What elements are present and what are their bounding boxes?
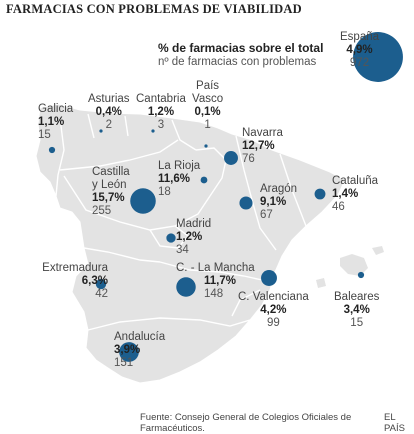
label-cataluna: Cataluña 1,4% 46 bbox=[332, 175, 379, 213]
label-cantabria: Cantabria 1,2% 3 bbox=[136, 93, 186, 131]
brand-credit: EL PAÍS bbox=[384, 412, 405, 434]
bubble-pais-vasco bbox=[204, 144, 208, 148]
map-title: FARMACIAS CON PROBLEMAS DE VIABILIDAD bbox=[6, 2, 302, 16]
label-espana: España 4,9% 972 bbox=[340, 31, 380, 69]
bubble-layer bbox=[48, 32, 403, 362]
label-castilla-leon: Castilla y León 15,7% 255 bbox=[92, 166, 130, 217]
bubble-asturias bbox=[99, 129, 103, 133]
bubble-la-rioja bbox=[200, 176, 208, 184]
label-andalucia: Andalucía 3,9% 151 bbox=[114, 331, 166, 369]
label-extremadura: Extremadura 6,3% 42 bbox=[42, 262, 108, 300]
bubble-espana bbox=[353, 32, 403, 82]
legend-title: % de farmacias sobre el total bbox=[158, 41, 324, 55]
bubble-castilla-leon bbox=[130, 188, 156, 214]
label-galicia: Galicia 1,1% 15 bbox=[38, 103, 74, 141]
label-pais-vasco: País Vasco 0,1% 1 bbox=[192, 80, 224, 131]
label-baleares: Baleares 3,4% 15 bbox=[334, 291, 380, 329]
menorca-shape bbox=[372, 246, 384, 255]
bubble-castilla-la-mancha bbox=[176, 277, 196, 297]
bubble-galicia bbox=[48, 146, 56, 154]
label-castilla-la-mancha: C. - La Mancha 11,7% 148 bbox=[176, 262, 255, 300]
legend-subtitle: nº de farmacias con problemas bbox=[158, 56, 317, 68]
label-asturias: Asturias 0,4% 2 bbox=[88, 93, 130, 131]
label-navarra: Navarra 12,7% 76 bbox=[242, 127, 283, 165]
bubble-c-valenciana bbox=[261, 270, 277, 286]
label-aragon: Aragón 9,1% 67 bbox=[260, 183, 298, 221]
land-mass bbox=[35, 103, 384, 384]
bubble-andalucia bbox=[119, 342, 139, 362]
ibiza-shape bbox=[316, 278, 326, 288]
bubble-cataluna bbox=[314, 188, 326, 200]
label-la-rioja: La Rioja 11,6% 18 bbox=[158, 160, 201, 198]
source-note: Fuente: Consejo General de Colegios Ofic… bbox=[140, 412, 352, 434]
bubble-navarra bbox=[224, 151, 238, 165]
label-madrid: Madrid 1,2% 34 bbox=[176, 218, 212, 256]
bubble-madrid bbox=[166, 233, 176, 243]
mallorca-shape bbox=[340, 254, 368, 276]
bubble-extremadura bbox=[95, 278, 107, 290]
bubble-aragon bbox=[239, 196, 253, 210]
mainland-spain-shape bbox=[35, 103, 346, 384]
bubble-baleares bbox=[357, 271, 365, 279]
bubble-cantabria bbox=[151, 129, 155, 133]
label-c-valenciana: C. Valenciana 4,2% 99 bbox=[238, 291, 309, 329]
